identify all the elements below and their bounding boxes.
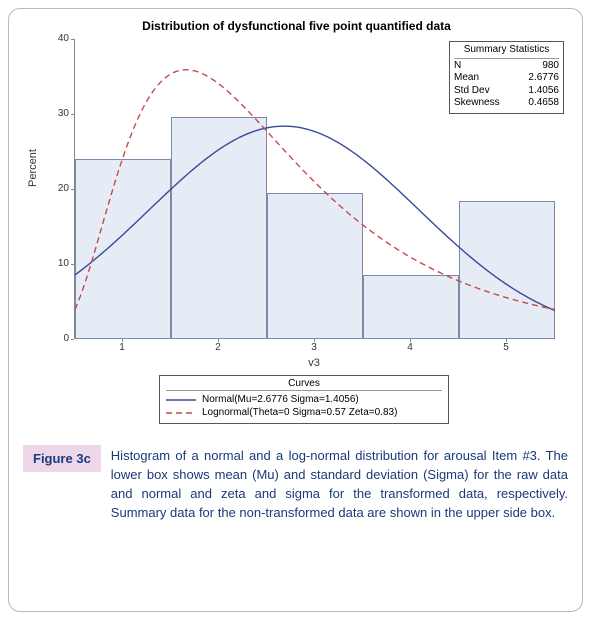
stats-row: Skewness0.4658: [454, 97, 559, 110]
stats-box-title: Summary Statistics: [454, 44, 559, 59]
x-tick-label: 5: [496, 342, 516, 353]
stats-row: Mean2.6776: [454, 72, 559, 85]
y-tick-label: 30: [39, 108, 69, 119]
y-tick-label: 40: [39, 33, 69, 44]
y-tick: [71, 114, 74, 115]
chart-title: Distribution of dysfunctional five point…: [19, 19, 574, 33]
x-tick-label: 3: [304, 342, 324, 353]
normal-curve: [75, 126, 555, 311]
x-tick-label: 4: [400, 342, 420, 353]
y-tick-label: 0: [39, 333, 69, 344]
legend-row-normal: Normal(Mu=2.6776 Sigma=1.4056): [166, 393, 442, 406]
stats-row: Std Dev1.4056: [454, 85, 559, 98]
y-axis-label: Percent: [27, 149, 39, 187]
y-tick: [71, 339, 74, 340]
summary-statistics-box: Summary Statistics N980Mean2.6776Std Dev…: [449, 41, 564, 114]
figure-caption: Figure 3c Histogram of a normal and a lo…: [19, 445, 572, 522]
curves-legend: Curves Normal(Mu=2.6776 Sigma=1.4056) Lo…: [159, 375, 449, 424]
y-tick-label: 10: [39, 258, 69, 269]
figure-caption-text: Histogram of a normal and a log-normal d…: [111, 445, 568, 522]
x-tick-label: 1: [112, 342, 132, 353]
legend-title: Curves: [166, 378, 442, 391]
chart-area: Distribution of dysfunctional five point…: [19, 17, 574, 437]
x-tick-label: 2: [208, 342, 228, 353]
legend-label-normal: Normal(Mu=2.6776 Sigma=1.4056): [202, 393, 359, 406]
figure-frame: Distribution of dysfunctional five point…: [8, 8, 583, 612]
legend-swatch-normal: [166, 395, 196, 405]
y-tick: [71, 39, 74, 40]
y-tick: [71, 264, 74, 265]
x-axis-label: v3: [74, 357, 554, 369]
y-tick: [71, 189, 74, 190]
figure-tag: Figure 3c: [23, 445, 101, 472]
legend-swatch-lognormal: [166, 408, 196, 418]
legend-label-lognormal: Lognormal(Theta=0 Sigma=0.57 Zeta=0.83): [202, 406, 397, 419]
y-tick-label: 20: [39, 183, 69, 194]
legend-row-lognormal: Lognormal(Theta=0 Sigma=0.57 Zeta=0.83): [166, 406, 442, 419]
stats-row: N980: [454, 60, 559, 73]
